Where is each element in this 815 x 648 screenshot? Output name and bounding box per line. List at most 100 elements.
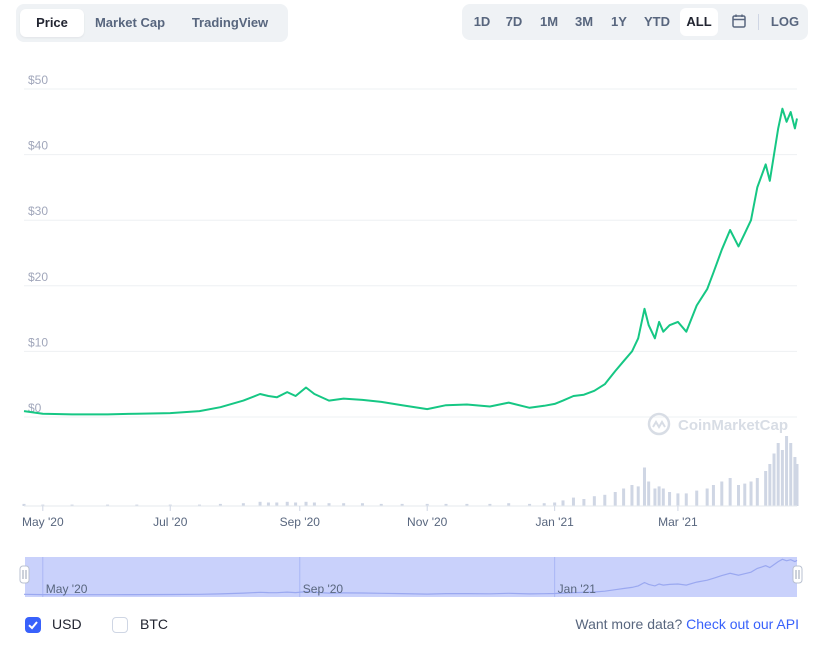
range-selector: 1D 7D 1M 3M 1Y YTD ALL LOG [462,4,808,40]
volume-bar [636,486,640,506]
volume-bar [676,493,680,506]
navigator-line [23,558,798,596]
volume-bar [630,485,634,506]
volume-bar [780,450,784,506]
volume-bar [668,492,672,506]
watermark: CoinMarketCap [647,412,788,436]
volume-bar [705,488,709,506]
range-ytd-button[interactable]: YTD [644,14,670,29]
more-data-text: Want more data? [575,616,687,632]
range-1m-button[interactable]: 1M [539,14,559,29]
usd-label: USD [52,616,82,632]
tab-market-cap[interactable]: Market Cap [94,15,166,30]
volume-bar [720,481,724,506]
volume-bar [218,503,222,506]
range-divider [758,14,759,30]
x-tick-label: Nov '20 [407,515,448,529]
watermark-text: CoinMarketCap [678,417,788,434]
volume-bar [776,443,780,506]
volume-bar [772,453,776,506]
tab-price[interactable]: Price [20,9,84,37]
price-line [23,107,798,416]
volume-bar [425,503,429,506]
volume-bar [285,501,289,506]
volume-bar [135,504,139,506]
navigator-label: May '20 [46,582,88,596]
price-chart[interactable]: $0$10$20$30$40$50 CoinMarketCap May '20 J… [0,60,815,535]
volume-bar [542,503,546,506]
usd-checkbox[interactable] [25,617,41,633]
volume-bar [241,503,245,506]
x-tick-label: Jan '21 [535,515,574,529]
navigator-labels: May '20 Sep '20 Jan '21 [46,582,596,596]
range-all-button[interactable]: ALL [680,8,718,36]
api-link[interactable]: Check out our API [686,616,799,632]
navigator-left-handle[interactable] [19,565,30,584]
log-scale-button[interactable]: LOG [770,14,800,29]
volume-bar [653,488,657,506]
volume-bar [711,485,715,506]
range-1d-button[interactable]: 1D [473,14,491,29]
volume-bar [737,485,741,506]
tab-tradingview[interactable]: TradingView [191,15,269,30]
x-tick-label: May '20 [22,515,64,529]
volume-bar [561,500,565,506]
volume-bar [168,504,172,506]
range-7d-button[interactable]: 7D [505,14,523,29]
volume-bar [553,502,557,506]
navigator-gridlines [42,557,556,597]
volume-bar [749,481,753,506]
y-axis-ticks: $0$10$20$30$40$50 [28,73,48,415]
volume-bar [622,488,626,506]
volume-bar [258,501,262,506]
volume-bar [312,502,316,506]
volume-bar [465,503,469,506]
more-data: Want more data? Check out our API [575,616,799,632]
calendar-icon [732,14,746,28]
volume-bar [327,503,331,506]
volume-bar [647,481,651,506]
navigator[interactable]: May '20 Sep '20 Jan '21 [0,550,815,600]
volume-bar [275,502,279,506]
x-tick-label: Mar '21 [658,515,698,529]
volume-bar [755,478,759,506]
volume-bar [592,496,596,506]
volume-bars [22,436,799,506]
x-tick-label: Sep '20 [280,515,321,529]
volume-bar [684,493,688,506]
volume-bar [657,486,661,506]
navigator-right-handle[interactable] [792,565,803,584]
volume-bar [768,464,772,506]
volume-bar [379,503,383,506]
range-1y-button[interactable]: 1Y [611,14,627,29]
btc-checkbox[interactable] [112,617,128,633]
volume-bar [793,457,797,506]
volume-bar [582,499,586,506]
volume-bar [507,503,511,506]
volume-bar [41,504,45,506]
volume-bar [785,436,789,506]
volume-bar [613,492,617,506]
navigator-selection[interactable] [25,557,797,597]
range-3m-button[interactable]: 3M [574,14,594,29]
volume-bar [106,504,110,506]
y-tick-label: $20 [28,270,48,284]
navigator-label: Jan '21 [558,582,597,596]
volume-bar [444,503,448,506]
volume-bar [22,503,26,506]
volume-bar [360,503,364,506]
check-icon [28,621,38,630]
volume-bar [764,471,768,506]
volume-bar [528,503,532,506]
y-tick-label: $30 [28,204,48,218]
calendar-button[interactable] [724,8,754,36]
volume-bar [661,488,665,506]
volume-bar [728,478,732,506]
volume-bar [743,483,747,506]
volume-bar [642,467,646,506]
grid-lines [24,88,797,418]
btc-label: BTC [140,616,168,632]
x-axis-ticks: May '20 Jul '20 Sep '20 Nov '20 Jan '21 Mar '… [22,506,698,529]
volume-bar [266,502,270,506]
volume-bar [197,504,201,506]
